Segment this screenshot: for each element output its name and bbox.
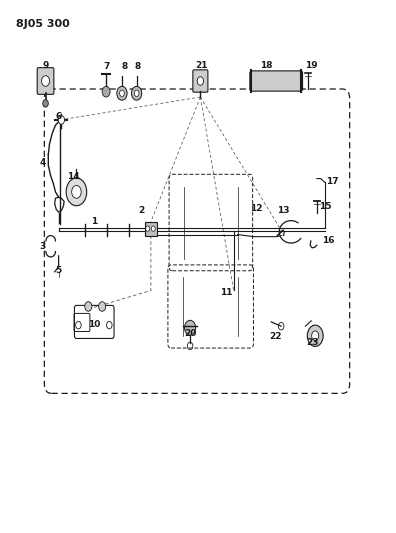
Text: 2: 2	[138, 206, 144, 214]
Text: 6: 6	[55, 112, 62, 120]
Text: 15: 15	[319, 202, 332, 211]
Circle shape	[312, 331, 319, 341]
Text: 4: 4	[40, 158, 46, 167]
FancyBboxPatch shape	[145, 222, 157, 236]
Text: 18: 18	[260, 61, 272, 70]
Circle shape	[197, 77, 204, 85]
Circle shape	[58, 116, 65, 124]
Circle shape	[117, 86, 127, 100]
Circle shape	[43, 100, 48, 107]
Text: 7: 7	[104, 62, 110, 71]
Text: 12: 12	[250, 205, 263, 213]
Text: 3: 3	[40, 242, 46, 251]
Text: 11: 11	[220, 288, 233, 296]
Text: 22: 22	[269, 333, 282, 341]
Circle shape	[72, 185, 81, 198]
Circle shape	[66, 178, 87, 206]
Circle shape	[134, 90, 139, 96]
Text: 5: 5	[55, 266, 62, 274]
Text: 19: 19	[305, 61, 317, 70]
Text: 23: 23	[307, 338, 319, 347]
Circle shape	[85, 302, 92, 311]
Text: 8J05 300: 8J05 300	[16, 19, 70, 29]
FancyBboxPatch shape	[250, 71, 303, 91]
Text: 13: 13	[277, 206, 289, 215]
FancyBboxPatch shape	[37, 68, 54, 94]
Text: 17: 17	[326, 177, 338, 185]
Text: 10: 10	[88, 320, 101, 328]
Circle shape	[99, 302, 106, 311]
Circle shape	[146, 226, 150, 231]
Text: 9: 9	[42, 61, 49, 70]
Circle shape	[151, 226, 155, 231]
Circle shape	[307, 325, 323, 346]
Circle shape	[185, 320, 196, 335]
Circle shape	[42, 76, 50, 86]
Text: 21: 21	[195, 61, 208, 70]
Circle shape	[102, 86, 110, 97]
Text: 14: 14	[67, 173, 80, 181]
Text: 20: 20	[185, 329, 197, 337]
FancyBboxPatch shape	[193, 70, 208, 92]
Circle shape	[131, 86, 142, 100]
Text: 8: 8	[135, 62, 141, 71]
Circle shape	[120, 90, 124, 96]
Text: 8: 8	[122, 62, 128, 71]
Text: 16: 16	[322, 237, 334, 245]
Text: 1: 1	[91, 217, 97, 225]
